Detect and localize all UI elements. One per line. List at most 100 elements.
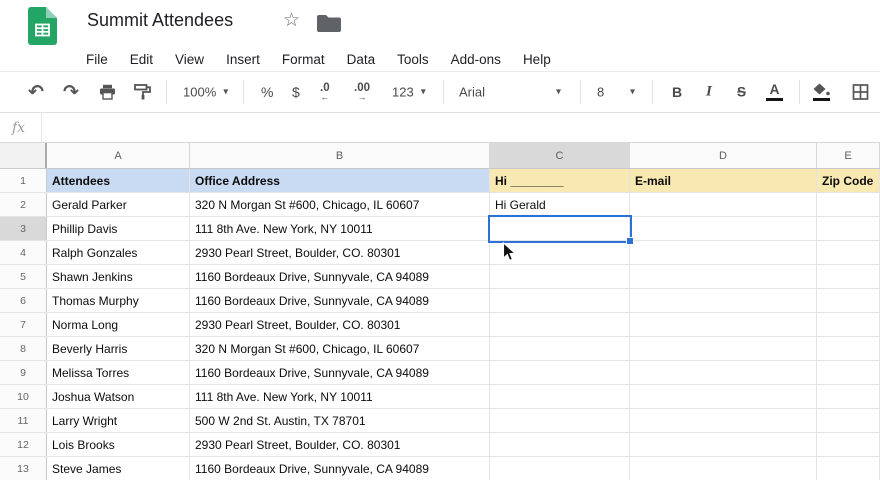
cell-greeting[interactable] (490, 265, 630, 288)
cell-zip[interactable] (817, 409, 880, 432)
cell-greeting[interactable]: Hi Gerald (490, 193, 630, 216)
cell-attendee-name[interactable]: Melissa Torres (47, 361, 190, 384)
cell-greeting[interactable] (490, 289, 630, 312)
row-number[interactable]: 6 (0, 289, 47, 312)
row-number[interactable]: 2 (0, 193, 47, 216)
strikethrough-button[interactable]: S (737, 84, 747, 100)
cell-office-address[interactable]: 111 8th Ave. New York, NY 10011 (190, 385, 490, 408)
header-cell-zip-code[interactable]: Zip Code (817, 169, 880, 192)
star-icon[interactable]: ☆ (283, 9, 301, 31)
cell-office-address[interactable]: 1160 Bordeaux Drive, Sunnyvale, CA 94089 (190, 289, 490, 312)
cell-email[interactable] (630, 217, 817, 240)
cell-greeting[interactable] (490, 337, 630, 360)
sheets-logo-icon[interactable] (28, 7, 57, 50)
cell-attendee-name[interactable]: Shawn Jenkins (47, 265, 190, 288)
increase-decimals-button[interactable]: .00 (354, 82, 370, 101)
cell-attendee-name[interactable]: Beverly Harris (47, 337, 190, 360)
undo-button[interactable] (28, 82, 44, 102)
number-format-select[interactable]: 123 (392, 85, 426, 100)
text-color-button[interactable]: A (766, 83, 783, 101)
cell-zip[interactable] (817, 457, 880, 480)
font-select[interactable]: Arial (459, 85, 561, 100)
cell-email[interactable] (630, 337, 817, 360)
row-number[interactable]: 3 (0, 217, 47, 240)
italic-button[interactable]: I (706, 83, 712, 100)
menu-addons[interactable]: Add-ons (450, 52, 501, 67)
menu-insert[interactable]: Insert (226, 52, 260, 67)
borders-button[interactable] (852, 84, 869, 101)
redo-button[interactable] (63, 82, 79, 102)
cell-attendee-name[interactable]: Joshua Watson (47, 385, 190, 408)
cell-greeting[interactable] (490, 241, 630, 264)
row-number[interactable]: 12 (0, 433, 47, 456)
cell-greeting[interactable] (490, 313, 630, 336)
cell-zip[interactable] (817, 193, 880, 216)
cell-greeting[interactable] (490, 217, 630, 240)
column-header-b[interactable]: B (190, 143, 490, 168)
cell-email[interactable] (630, 289, 817, 312)
row-number[interactable]: 10 (0, 385, 47, 408)
cell-attendee-name[interactable]: Steve James (47, 457, 190, 480)
row-number[interactable]: 13 (0, 457, 47, 480)
cell-email[interactable] (630, 433, 817, 456)
decrease-decimals-button[interactable]: .0 (320, 82, 330, 101)
font-size-select[interactable]: 8 (591, 85, 635, 100)
header-cell-attendees[interactable]: Attendees (47, 169, 190, 192)
row-number[interactable]: 11 (0, 409, 47, 432)
select-all-corner[interactable] (0, 143, 47, 168)
cell-attendee-name[interactable]: Phillip Davis (47, 217, 190, 240)
zoom-select[interactable]: 100% (183, 85, 228, 100)
cell-attendee-name[interactable]: Larry Wright (47, 409, 190, 432)
cell-office-address[interactable]: 320 N Morgan St #600, Chicago, IL 60607 (190, 193, 490, 216)
cell-zip[interactable] (817, 313, 880, 336)
cell-greeting[interactable] (490, 409, 630, 432)
menu-view[interactable]: View (175, 52, 205, 67)
cell-zip[interactable] (817, 433, 880, 456)
cell-attendee-name[interactable]: Thomas Murphy (47, 289, 190, 312)
header-cell-email[interactable]: E-mail (630, 169, 817, 192)
cell-email[interactable] (630, 409, 817, 432)
cell-email[interactable] (630, 313, 817, 336)
menu-format[interactable]: Format (281, 52, 325, 67)
cell-office-address[interactable]: 500 W 2nd St. Austin, TX 78701 (190, 409, 490, 432)
cell-office-address[interactable]: 1160 Bordeaux Drive, Sunnyvale, CA 94089 (190, 361, 490, 384)
row-number[interactable]: 9 (0, 361, 47, 384)
cell-email[interactable] (630, 361, 817, 384)
cell-zip[interactable] (817, 217, 880, 240)
row-number[interactable]: 4 (0, 241, 47, 264)
cell-zip[interactable] (817, 265, 880, 288)
currency-format-button[interactable]: $ (292, 84, 300, 100)
percent-format-button[interactable]: % (261, 84, 274, 100)
menu-help[interactable]: Help (522, 52, 551, 67)
cell-attendee-name[interactable]: Lois Brooks (47, 433, 190, 456)
bold-button[interactable]: B (672, 84, 683, 100)
formula-input[interactable] (42, 113, 880, 142)
cell-office-address[interactable]: 2930 Pearl Street, Boulder, CO. 80301 (190, 433, 490, 456)
column-header-a[interactable]: A (47, 143, 190, 168)
column-header-c[interactable]: C (490, 143, 630, 168)
cell-zip[interactable] (817, 361, 880, 384)
row-number[interactable]: 1 (0, 169, 47, 192)
header-cell-office-address[interactable]: Office Address (190, 169, 490, 192)
cell-attendee-name[interactable]: Gerald Parker (47, 193, 190, 216)
cell-office-address[interactable]: 320 N Morgan St #600, Chicago, IL 60607 (190, 337, 490, 360)
fill-color-button[interactable] (812, 83, 831, 101)
column-header-d[interactable]: D (630, 143, 817, 168)
cell-office-address[interactable]: 1160 Bordeaux Drive, Sunnyvale, CA 94089 (190, 265, 490, 288)
move-to-folder-icon[interactable] (316, 14, 342, 38)
document-title[interactable]: Summit Attendees (87, 10, 234, 30)
cell-attendee-name[interactable]: Ralph Gonzales (47, 241, 190, 264)
column-header-e[interactable]: E (817, 143, 880, 168)
menu-data[interactable]: Data (346, 52, 376, 67)
cell-greeting[interactable] (490, 361, 630, 384)
menu-file[interactable]: File (86, 52, 108, 67)
cell-email[interactable] (630, 385, 817, 408)
cell-zip[interactable] (817, 289, 880, 312)
menu-tools[interactable]: Tools (397, 52, 429, 67)
cell-email[interactable] (630, 265, 817, 288)
print-button[interactable] (99, 84, 116, 100)
cell-zip[interactable] (817, 337, 880, 360)
cell-email[interactable] (630, 241, 817, 264)
menu-edit[interactable]: Edit (129, 52, 154, 67)
row-number[interactable]: 7 (0, 313, 47, 336)
